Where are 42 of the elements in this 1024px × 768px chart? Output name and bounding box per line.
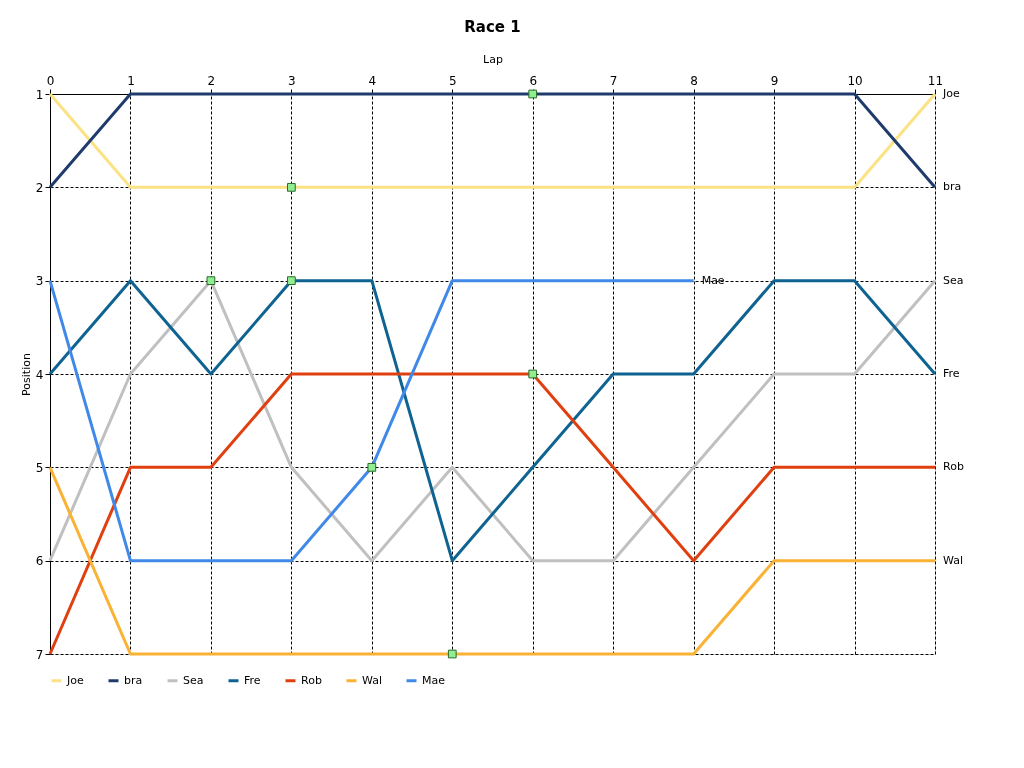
text: bra (943, 180, 962, 194)
y-axis-title: Position (19, 353, 33, 396)
text: Rob (943, 460, 964, 474)
x-tick-label: 7 (609, 73, 618, 88)
point (528, 89, 538, 99)
x-tick-label: 9 (770, 73, 779, 88)
x-tick-label: 11 (927, 73, 944, 88)
x-tick-label: 4 (368, 73, 377, 88)
x-tick-label: 10 (847, 73, 863, 88)
y-tick-label: 5 (35, 460, 44, 475)
x-tick-label: 3 (288, 73, 296, 88)
point (286, 182, 296, 192)
x-tick-label: 6 (529, 73, 538, 88)
text: Fre (943, 367, 960, 380)
y-tick-label: 1 (35, 87, 44, 102)
x-tick-label: 8 (690, 73, 698, 88)
y-tick-label: 3 (35, 274, 44, 289)
text: Wal (943, 553, 963, 567)
legend-label: bra (124, 673, 143, 687)
point (367, 462, 377, 472)
text: Joe (943, 87, 960, 100)
legend-label: Rob (301, 673, 322, 687)
x-axis-title: Lap (483, 52, 503, 66)
chart-title: Race 1 (464, 18, 521, 36)
legend-label: Joe (66, 673, 84, 687)
x-tick-label: 0 (46, 73, 55, 88)
text: Sea (943, 273, 964, 287)
point (447, 649, 457, 659)
point (286, 276, 296, 286)
legend-label: Sea (183, 673, 204, 687)
legend-label: Mae (422, 673, 446, 687)
y-tick-label: 2 (35, 180, 44, 195)
y-tick-label: 4 (35, 367, 44, 382)
y-tick-label: 6 (35, 554, 44, 569)
legend-label: Wal (362, 673, 382, 687)
y-tick-label: 7 (35, 647, 44, 662)
x-tick-label: 2 (207, 73, 216, 88)
x-tick-label: 5 (448, 73, 457, 88)
x-tick-label: 1 (127, 73, 135, 88)
legend-label: Fre (244, 673, 261, 687)
point (206, 276, 216, 286)
point (528, 369, 538, 379)
